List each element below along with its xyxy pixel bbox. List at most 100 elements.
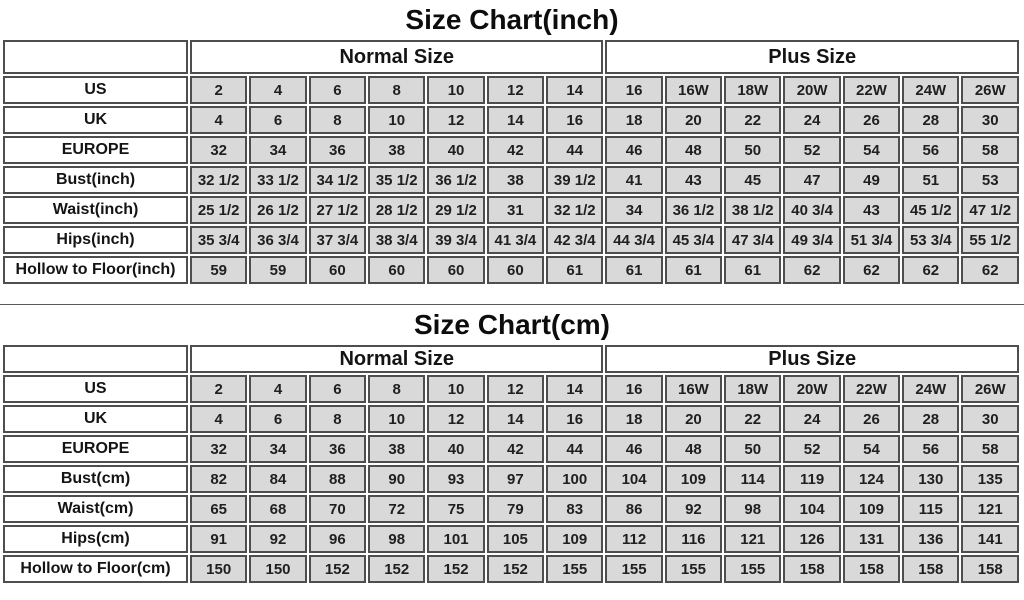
size-cell: 98 <box>724 495 782 523</box>
size-chart-cm-title: Size Chart(cm) <box>413 309 611 340</box>
size-cell: 26 1/2 <box>249 196 307 224</box>
size-cell: 38 1/2 <box>724 196 782 224</box>
size-cell: 18 <box>605 106 663 134</box>
table-row-us: US 2 4 6 8 10 12 14 16 16W 18W 20W 22W 24W 26W <box>3 76 1019 104</box>
size-cell: 152 <box>427 555 485 583</box>
size-cell: 41 3/4 <box>486 226 545 254</box>
size-cell: 62 <box>783 256 841 284</box>
size-cell: 41 <box>605 166 663 194</box>
size-cell: 6 <box>249 106 307 134</box>
size-cell: 82 <box>190 465 248 493</box>
size-cell: 75 <box>427 495 485 523</box>
size-cell: 2 <box>190 375 248 403</box>
size-cell: 28 <box>902 106 960 134</box>
size-cell: 112 <box>605 525 663 553</box>
size-cell: 16 <box>546 106 604 134</box>
size-cell: 20 <box>664 405 723 433</box>
table-row-bust-inch: Bust(inch) 32 1/2 33 1/2 34 1/2 35 1/2 36 1/2… <box>3 166 1019 194</box>
size-cell: 27 1/2 <box>308 196 367 224</box>
size-cell: 18W <box>724 76 782 104</box>
size-cell: 36 1/2 <box>427 166 485 194</box>
size-cell: 44 <box>546 136 604 164</box>
size-cell: 58 <box>961 136 1019 164</box>
size-cell: 58 <box>961 435 1019 463</box>
size-cell: 51 3/4 <box>842 226 901 254</box>
size-cell: 49 3/4 <box>783 226 841 254</box>
size-cell: 38 3/4 <box>368 226 426 254</box>
table-row-uk: UK 4 6 8 10 12 14 16 18 20 22 24 26 28 30 <box>3 405 1019 433</box>
size-cell: 16 <box>605 375 663 403</box>
size-cell: 90 <box>368 465 426 493</box>
size-cell: 59 <box>190 256 248 284</box>
size-cell: 47 1/2 <box>961 196 1019 224</box>
size-cell: 4 <box>190 405 248 433</box>
size-cell: 8 <box>368 375 426 403</box>
size-cell: 46 <box>605 435 663 463</box>
size-cell: 39 1/2 <box>546 166 604 194</box>
corner-cell <box>3 40 188 74</box>
size-cell: 32 1/2 <box>546 196 604 224</box>
row-label-europe: EUROPE <box>3 136 188 164</box>
size-cell: 32 <box>190 435 248 463</box>
size-cell: 24W <box>902 375 960 403</box>
size-cell: 61 <box>546 256 604 284</box>
size-cell: 50 <box>724 136 782 164</box>
size-cell: 126 <box>783 525 841 553</box>
size-cell: 52 <box>783 435 841 463</box>
size-cell: 31 <box>486 196 545 224</box>
size-cell: 8 <box>308 405 367 433</box>
size-cell: 92 <box>249 525 307 553</box>
size-cell: 92 <box>664 495 723 523</box>
row-label-bust-cm: Bust(cm) <box>3 465 188 493</box>
size-cell: 49 <box>842 166 901 194</box>
size-cell: 86 <box>605 495 663 523</box>
size-cell: 72 <box>368 495 426 523</box>
group-header-plus-size: Plus Size <box>605 40 1019 74</box>
size-cell: 62 <box>961 256 1019 284</box>
size-cell: 28 <box>902 405 960 433</box>
size-cell: 28 1/2 <box>368 196 426 224</box>
size-cell: 10 <box>427 375 485 403</box>
size-cell: 119 <box>783 465 841 493</box>
size-cell: 100 <box>546 465 604 493</box>
size-cell: 45 1/2 <box>902 196 960 224</box>
row-label-uk: UK <box>3 405 188 433</box>
size-cell: 65 <box>190 495 248 523</box>
size-cell: 25 1/2 <box>190 196 248 224</box>
size-cell: 48 <box>664 136 723 164</box>
group-header-normal-size: Normal Size <box>190 40 604 74</box>
size-cell: 16 <box>546 405 604 433</box>
size-cell: 22W <box>842 375 901 403</box>
table-row-hollow-to-floor-inch: Hollow to Floor(inch) 59 59 60 60 60 60 61 61 61 6… <box>3 256 1019 284</box>
row-label-hollow-to-floor-cm: Hollow to Floor(cm) <box>3 555 188 583</box>
table-row-waist-inch: Waist(inch) 25 1/2 26 1/2 27 1/2 28 1/2 29 1/… <box>3 196 1019 224</box>
size-cell: 61 <box>605 256 663 284</box>
size-cell: 116 <box>664 525 723 553</box>
size-cell: 24W <box>902 76 960 104</box>
size-cell: 98 <box>368 525 426 553</box>
size-cell: 54 <box>842 136 901 164</box>
size-chart-inch-table: Normal Size Plus Size US 2 4 6 8 10 12 14 16 16W 18W… <box>1 38 1021 286</box>
size-chart-cm-section: Size Chart(cm) Normal Size Plus Size US 2 4 6… <box>0 304 1024 585</box>
size-cell: 55 1/2 <box>961 226 1019 254</box>
size-cell: 38 <box>486 166 545 194</box>
size-cell: 33 1/2 <box>249 166 307 194</box>
size-cell: 53 <box>961 166 1019 194</box>
size-cell: 34 <box>605 196 663 224</box>
table-row-us: US 2 4 6 8 10 12 14 16 16W 18W 20W 22W 24W 26W <box>3 375 1019 403</box>
size-cell: 35 3/4 <box>190 226 248 254</box>
size-cell: 56 <box>902 435 960 463</box>
size-cell: 114 <box>724 465 782 493</box>
size-cell: 18 <box>605 405 663 433</box>
size-cell: 44 3/4 <box>605 226 663 254</box>
size-cell: 131 <box>842 525 901 553</box>
size-cell: 121 <box>724 525 782 553</box>
size-cell: 88 <box>308 465 367 493</box>
row-label-us: US <box>3 76 188 104</box>
size-cell: 62 <box>902 256 960 284</box>
size-cell: 47 <box>783 166 841 194</box>
row-label-us: US <box>3 375 188 403</box>
size-cell: 155 <box>664 555 723 583</box>
size-cell: 16W <box>664 76 723 104</box>
size-cell: 48 <box>664 435 723 463</box>
